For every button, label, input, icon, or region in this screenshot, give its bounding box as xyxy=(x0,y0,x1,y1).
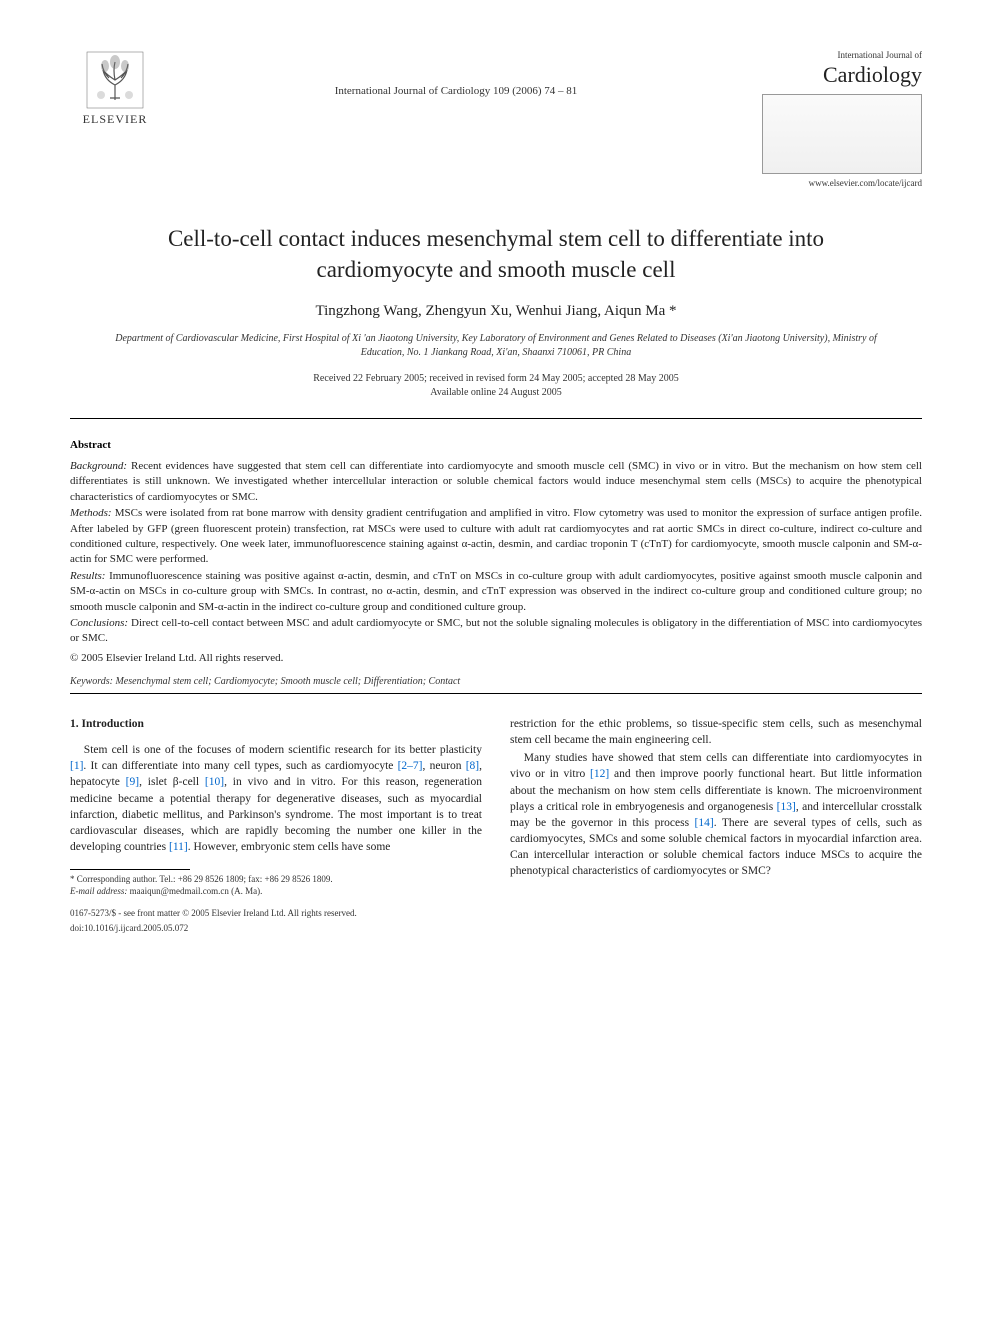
rule-top xyxy=(70,418,922,419)
methods-label: Methods: xyxy=(70,507,112,519)
journal-block: International Journal of Cardiology www.… xyxy=(752,50,922,188)
footnote-block: * Corresponding author. Tel.: +86 29 852… xyxy=(70,869,482,897)
publisher-logo: ELSEVIER xyxy=(70,50,160,127)
results-text: Immunofluorescence staining was positive… xyxy=(70,570,922,613)
issn-line: 0167-5273/$ - see front matter © 2005 El… xyxy=(70,907,482,920)
ref-14[interactable]: [14] xyxy=(695,817,714,829)
intro-heading: 1. Introduction xyxy=(70,716,482,732)
abstract-body: Background: Recent evidences have sugges… xyxy=(70,459,922,666)
results-label: Results: xyxy=(70,570,105,582)
ref-9[interactable]: [9] xyxy=(126,776,139,788)
abstract-background: Background: Recent evidences have sugges… xyxy=(70,459,922,505)
conclusions-label: Conclusions: xyxy=(70,617,128,629)
ref-8[interactable]: [8] xyxy=(466,760,479,772)
abstract-conclusions: Conclusions: Direct cell-to-cell contact… xyxy=(70,616,922,647)
right-column: restriction for the ethic problems, so t… xyxy=(510,716,922,934)
corresponding-author: * Corresponding author. Tel.: +86 29 852… xyxy=(70,874,482,886)
received-line: Received 22 February 2005; received in r… xyxy=(70,372,922,386)
publisher-name: ELSEVIER xyxy=(83,112,148,127)
doi-line: doi:10.1016/j.ijcard.2005.05.072 xyxy=(70,922,482,935)
ref-11[interactable]: [11] xyxy=(169,841,188,853)
methods-text: MSCs were isolated from rat bone marrow … xyxy=(70,507,922,565)
abstract-results: Results: Immunofluorescence staining was… xyxy=(70,569,922,615)
citation-line: International Journal of Cardiology 109 … xyxy=(160,50,752,97)
journal-cover-thumbnail xyxy=(762,94,922,174)
ref-1[interactable]: [1] xyxy=(70,760,83,772)
intro-para-1-cont: restriction for the ethic problems, so t… xyxy=(510,716,922,748)
email-address: maaiqun@medmail.com.cn (A. Ma). xyxy=(127,886,262,896)
authors: Tingzhong Wang, Zhengyun Xu, Wenhui Jian… xyxy=(70,303,922,320)
abstract-methods: Methods: MSCs were isolated from rat bon… xyxy=(70,506,922,568)
abstract-copyright: © 2005 Elsevier Ireland Ltd. All rights … xyxy=(70,651,922,666)
keywords-label: Keywords: xyxy=(70,676,113,687)
keywords-text: Mesenchymal stem cell; Cardiomyocyte; Sm… xyxy=(113,676,460,687)
ref-2-7[interactable]: [2–7] xyxy=(398,760,423,772)
conclusions-text: Direct cell-to-cell contact between MSC … xyxy=(70,617,922,644)
background-text: Recent evidences have suggested that ste… xyxy=(70,460,922,503)
email-line: E-mail address: maaiqun@medmail.com.cn (… xyxy=(70,886,482,898)
footnote-rule xyxy=(70,869,190,870)
page-header: ELSEVIER International Journal of Cardio… xyxy=(70,50,922,188)
title-block: Cell-to-cell contact induces mesenchymal… xyxy=(70,223,922,285)
left-column: 1. Introduction Stem cell is one of the … xyxy=(70,716,482,934)
intro-para-1: Stem cell is one of the focuses of moder… xyxy=(70,742,482,855)
background-label: Background: xyxy=(70,460,127,472)
elsevier-tree-icon xyxy=(85,50,145,110)
intro-para-2: Many studies have showed that stem cells… xyxy=(510,750,922,879)
ref-12[interactable]: [12] xyxy=(590,768,609,780)
ref-10[interactable]: [10] xyxy=(205,776,224,788)
ref-13[interactable]: [13] xyxy=(777,801,796,813)
email-label: E-mail address: xyxy=(70,886,127,896)
abstract-heading: Abstract xyxy=(70,439,922,451)
journal-name: Cardiology xyxy=(752,62,922,88)
available-line: Available online 24 August 2005 xyxy=(70,386,922,400)
body-columns: 1. Introduction Stem cell is one of the … xyxy=(70,716,922,934)
article-dates: Received 22 February 2005; received in r… xyxy=(70,372,922,400)
journal-supertitle: International Journal of xyxy=(752,50,922,60)
abstract-section: Abstract Background: Recent evidences ha… xyxy=(70,439,922,666)
article-title: Cell-to-cell contact induces mesenchymal… xyxy=(70,223,922,285)
keywords-line: Keywords: Mesenchymal stem cell; Cardiom… xyxy=(70,676,922,687)
journal-url: www.elsevier.com/locate/ijcard xyxy=(752,178,922,188)
rule-bottom xyxy=(70,693,922,694)
affiliation: Department of Cardiovascular Medicine, F… xyxy=(70,332,922,360)
